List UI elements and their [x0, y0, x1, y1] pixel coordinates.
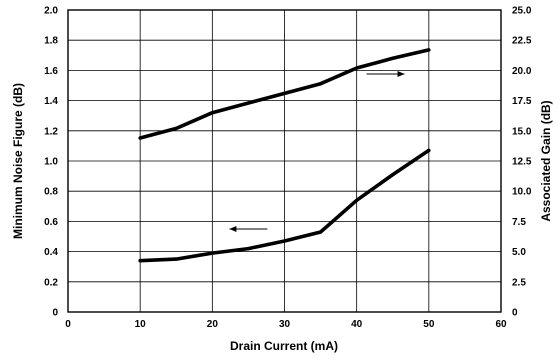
y-tick-label: 1.0	[44, 157, 58, 168]
x-tick-label: 30	[279, 319, 291, 330]
y-tick-label: 1.2	[44, 126, 58, 137]
y2-tick-label: 0	[512, 308, 518, 319]
y-tick-label: 1.4	[44, 96, 58, 107]
y2-tick-label: 7.5	[512, 217, 526, 228]
series-arrows	[229, 71, 405, 232]
y-tick-labels: 0 0.2 0.4 0.6 0.8 1.0 1.2 1.4 1.6 1.8 2.0	[44, 6, 58, 319]
x-tick-label: 10	[135, 319, 147, 330]
y2-tick-label: 15.0	[512, 126, 532, 137]
y2-tick-label: 17.5	[512, 96, 532, 107]
y2-tick-label: 12.5	[512, 157, 532, 168]
y-tick-label: 0	[52, 308, 58, 319]
y2-tick-labels: 0 2.5 5.0 7.5 10.0 12.5 15.0 17.5 20.0 22.5 25.0	[512, 6, 532, 319]
arrow-head-icon	[229, 225, 237, 232]
y2-tick-label: 22.5	[512, 36, 532, 47]
y2-tick-label: 20.0	[512, 66, 532, 77]
y-tick-label: 2.0	[44, 6, 58, 17]
series-lines	[138, 48, 431, 263]
y-tick-label: 1.8	[44, 36, 58, 47]
x-tick-label: 50	[423, 319, 435, 330]
x-tick-label: 20	[207, 319, 219, 330]
grid-lines	[67, 9, 502, 313]
x-tick-label: 40	[351, 319, 363, 330]
x-tick-labels: 0 10 20 30 40 50 60	[65, 319, 507, 330]
x-axis-title: Drain Current (mA)	[230, 339, 338, 353]
y-tick-label: 0.6	[44, 217, 58, 228]
y2-tick-label: 25.0	[512, 6, 532, 17]
y-tick-label: 0.8	[44, 187, 58, 198]
y2-tick-label: 5.0	[512, 247, 526, 258]
x-tick-label: 60	[495, 319, 507, 330]
y2-axis-title: Associated Gain (dB)	[539, 100, 553, 221]
plot-frame	[67, 9, 502, 313]
noise-figure-line	[138, 148, 431, 263]
x-tick-label: 0	[65, 319, 71, 330]
y-tick-label: 0.4	[44, 247, 58, 258]
y-tick-label: 1.6	[44, 66, 58, 77]
y-axis-title: Minimum Noise Figure (dB)	[11, 83, 25, 239]
y2-tick-label: 10.0	[512, 187, 532, 198]
arrow-head-icon	[397, 71, 405, 78]
y-tick-label: 0.2	[44, 277, 58, 288]
gain-line	[138, 48, 431, 140]
y2-tick-label: 2.5	[512, 277, 526, 288]
